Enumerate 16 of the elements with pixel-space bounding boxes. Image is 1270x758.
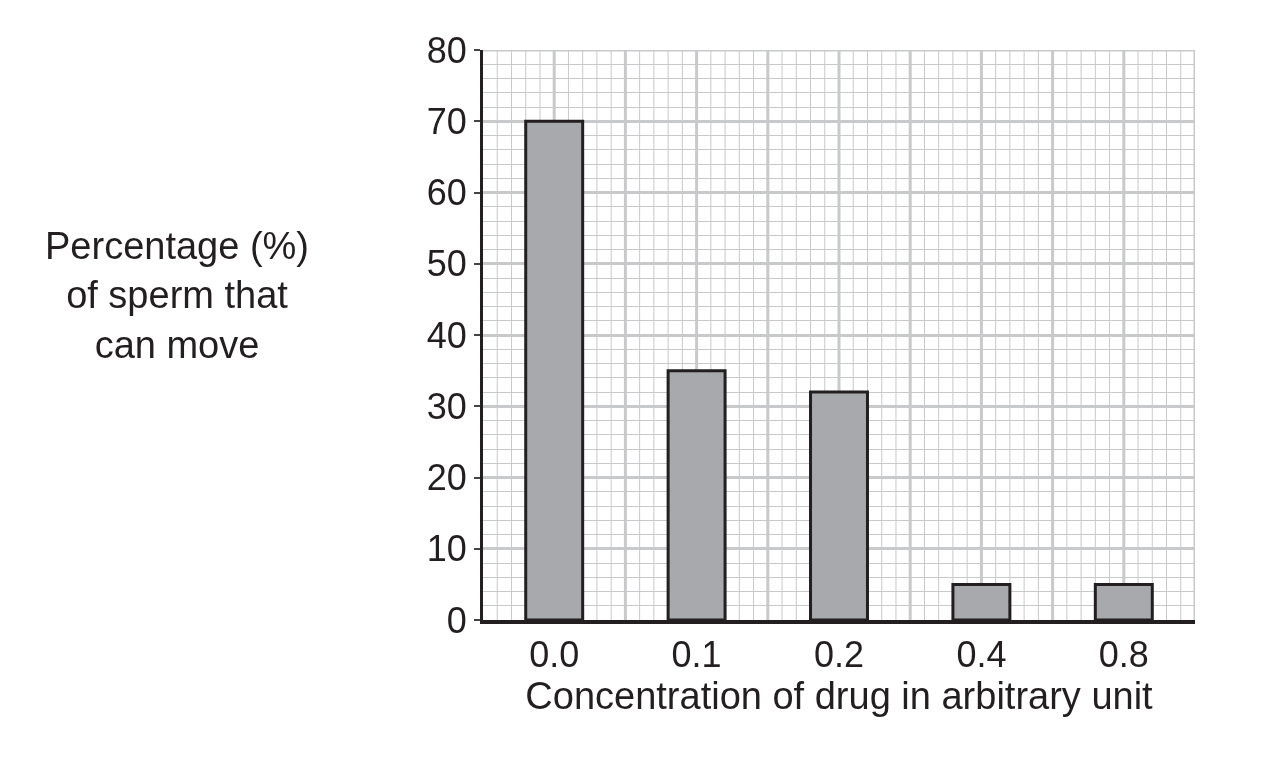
y-tick-label: 80 — [426, 29, 467, 71]
y-tick-label: 50 — [426, 243, 467, 285]
y-tick-label: 70 — [426, 100, 467, 142]
x-tick-label: 0.4 — [956, 634, 1007, 676]
y-axis-title: Percentage (%) of sperm that can move — [45, 225, 310, 366]
x-tick-label: 0.8 — [1098, 634, 1149, 676]
x-tick-label: 0.0 — [529, 634, 580, 676]
y-tick-label: 30 — [426, 385, 467, 427]
y-tick-label: 60 — [426, 172, 467, 214]
x-axis-title: Concentration of drug in arbitrary unit — [525, 675, 1154, 718]
x-tick-label: 0.1 — [671, 634, 722, 676]
y-tick-label: 10 — [426, 528, 467, 570]
y-tick-label: 20 — [426, 457, 467, 499]
y-tick-label: 0 — [446, 599, 467, 641]
y-tick-label: 40 — [426, 314, 467, 356]
x-tick-label: 0.2 — [813, 634, 865, 676]
